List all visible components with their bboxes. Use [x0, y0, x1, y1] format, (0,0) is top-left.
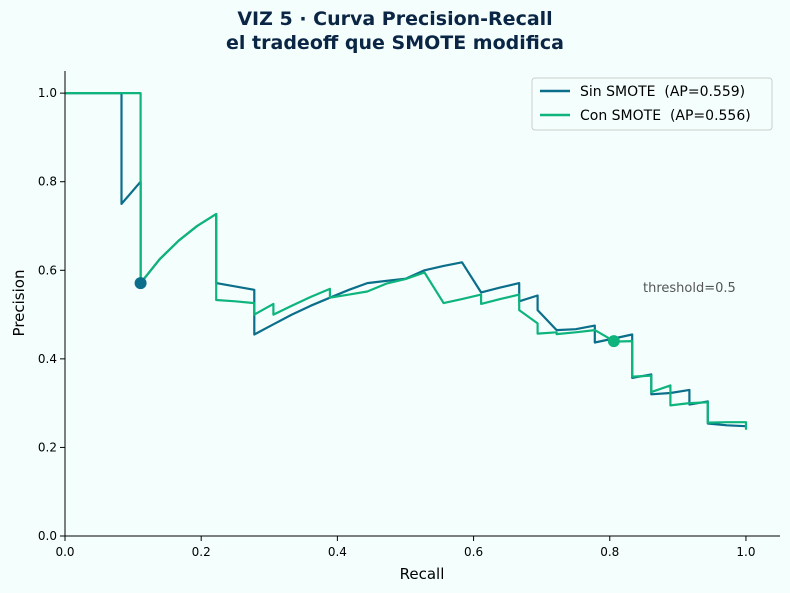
legend: Sin SMOTE (AP=0.559) Con SMOTE (AP=0.556…: [531, 77, 773, 131]
y-axis-label: Precision: [10, 270, 28, 337]
chart-title: VIZ 5 · Curva Precision-Recall: [237, 8, 553, 30]
y-tick-label: 0.0: [38, 529, 57, 543]
y-tick-label: 0.8: [38, 175, 57, 189]
threshold-point-con-smote: [607, 335, 620, 348]
x-tick-label: 1.0: [736, 545, 755, 559]
axis-ticks: 0.0 0.2 0.4 0.6 0.8 1.0 0.0 0.2 0.4 0.6 0.8 1.0: [38, 86, 756, 559]
chart-subtitle: el tradeoff que SMOTE modifica: [226, 32, 564, 54]
y-tick-label: 0.4: [38, 352, 57, 366]
y-tick-label: 0.6: [38, 263, 57, 277]
series-lines: [65, 92, 748, 430]
y-tick-label: 1.0: [38, 86, 57, 100]
threshold-annotation: threshold=0.5: [643, 281, 736, 296]
y-tick-label: 0.2: [38, 440, 57, 454]
series-line-con-smote: [65, 92, 748, 430]
x-tick-label: 0.6: [464, 545, 483, 559]
threshold-points: [134, 277, 620, 348]
threshold-point-sin-smote: [134, 277, 147, 290]
x-tick-label: 0.8: [600, 545, 619, 559]
x-axis-label: Recall: [400, 565, 445, 583]
legend-label-sin-smote: Sin SMOTE (AP=0.559): [580, 84, 745, 100]
legend-label-con-smote: Con SMOTE (AP=0.556): [580, 108, 751, 124]
x-tick-label: 0.2: [192, 545, 211, 559]
legend-box: [531, 77, 773, 131]
x-tick-label: 0.4: [328, 545, 347, 559]
x-tick-label: 0.0: [55, 545, 74, 559]
